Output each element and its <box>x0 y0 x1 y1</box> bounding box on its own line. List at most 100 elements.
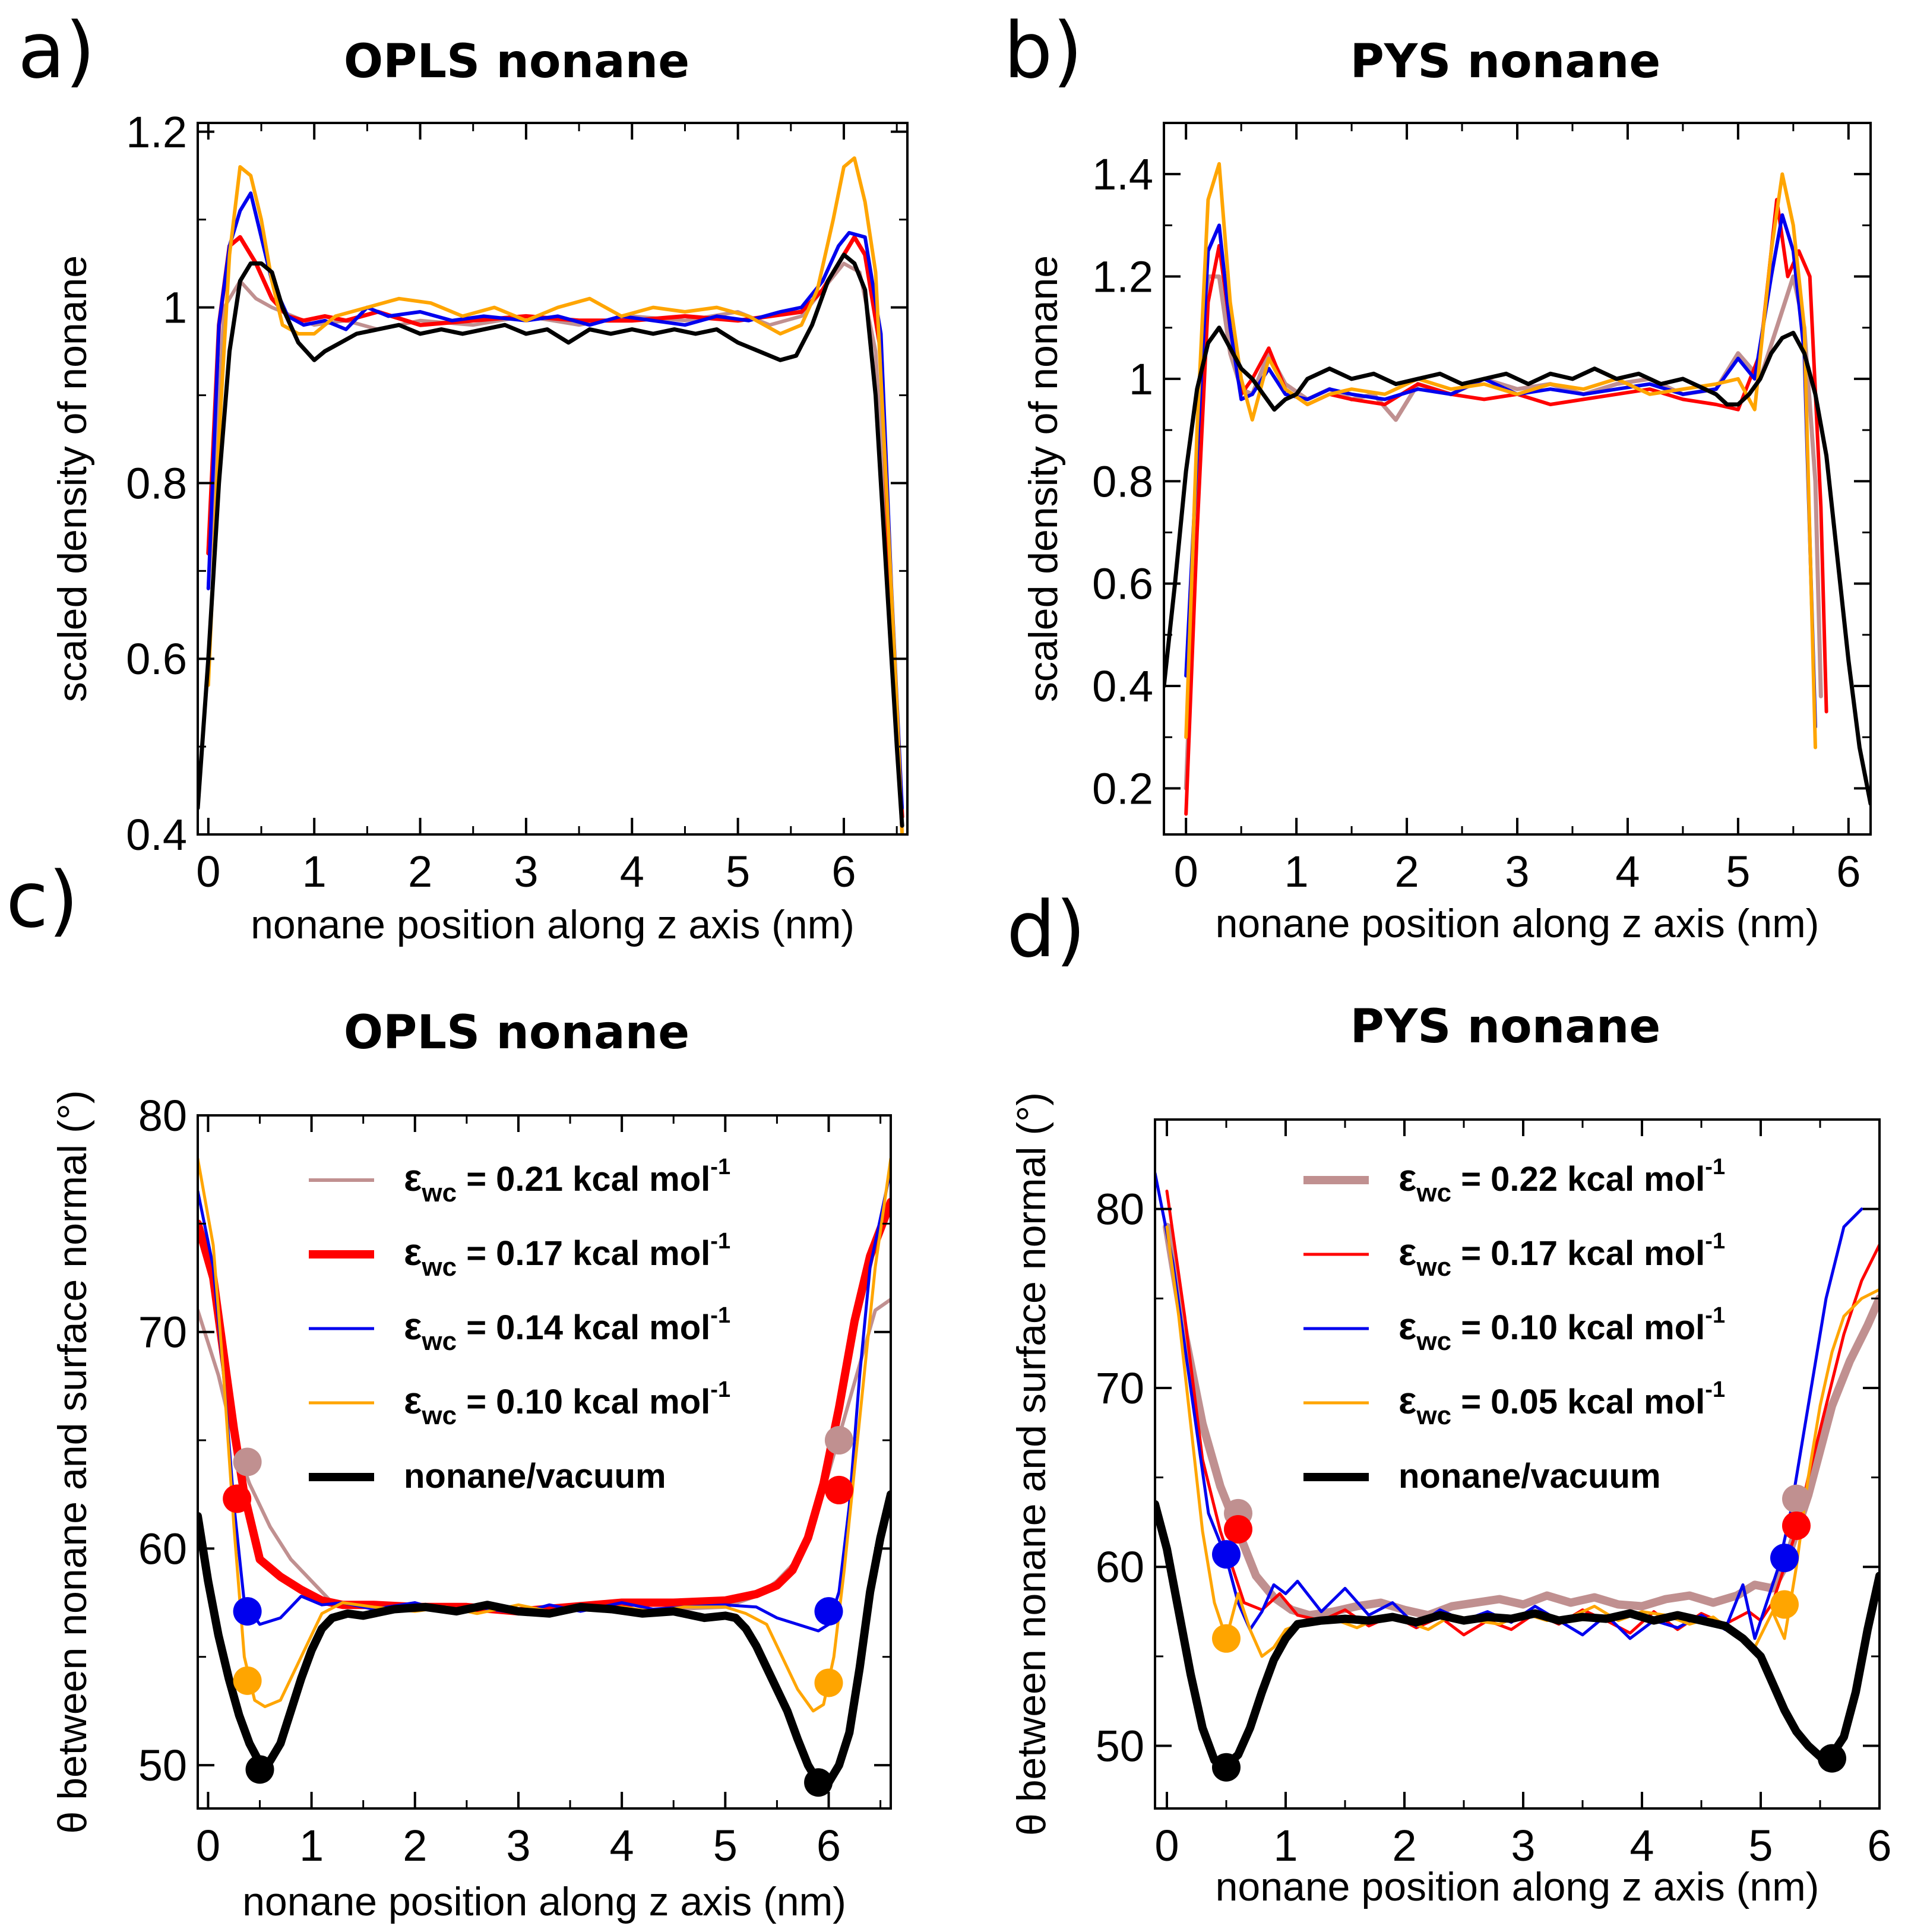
x-tick-label: 5 <box>1726 847 1750 896</box>
legend-label: εwc = 0.17 kcal mol-1 <box>1398 1229 1725 1282</box>
plot-frame <box>1154 1118 1881 1810</box>
legend-sub: wc <box>421 1178 457 1207</box>
legend-label: εwc = 0.21 kcal mol-1 <box>404 1155 730 1207</box>
data-point-marker <box>223 1484 252 1513</box>
x-tick-label: 0 <box>1174 847 1198 896</box>
legend-eps: ε <box>404 1379 422 1422</box>
data-point-marker <box>804 1768 833 1797</box>
legend-sup: -1 <box>1705 1303 1725 1328</box>
legend-sup: -1 <box>1705 1377 1725 1402</box>
x-tick-label: 2 <box>1392 1821 1416 1870</box>
legend-text: = 0.17 kcal mol <box>457 1234 710 1273</box>
plot-area <box>198 156 904 834</box>
panel-letter: c) <box>6 855 78 945</box>
legend-sup: -1 <box>710 1377 730 1402</box>
legend-sub: wc <box>421 1401 457 1430</box>
x-axis-label: nonane position along z axis (nm) <box>242 1879 846 1924</box>
legend-eps: ε <box>1398 1305 1416 1348</box>
x-tick-label: 3 <box>1511 1821 1535 1870</box>
y-tick-label: 50 <box>1096 1722 1144 1771</box>
y-tick-label: 0.8 <box>1092 457 1153 506</box>
legend-text: = 0.21 kcal mol <box>457 1160 710 1199</box>
y-axis-label: scaled density of nonane <box>1021 255 1066 702</box>
x-tick-label: 3 <box>1505 847 1529 896</box>
chart-b: b) PYS nonane 0 1 2 3 4 5 6 0.2 0.4 0.6 0.8 1 1.2 1.4 no… <box>1004 5 1872 946</box>
x-tick-label: 0 <box>1154 1821 1179 1870</box>
data-point-marker <box>814 1597 843 1626</box>
y-tick-label: 1 <box>163 283 187 333</box>
legend-label: nonane/vacuum <box>404 1457 666 1495</box>
x-tick-label: 6 <box>1867 1821 1891 1870</box>
legend-label: nonane/vacuum <box>1398 1457 1661 1495</box>
legend-eps: ε <box>404 1156 422 1199</box>
legend-sub: wc <box>1416 1178 1451 1207</box>
series-line-pink <box>206 261 904 834</box>
legend-text: = 0.10 kcal mol <box>457 1383 710 1421</box>
data-point-marker <box>233 1597 262 1626</box>
data-point-marker <box>1782 1511 1811 1540</box>
data-point-marker <box>824 1475 853 1504</box>
y-tick-label: 0.4 <box>1092 662 1153 711</box>
y-tick-label: 1.2 <box>126 107 187 157</box>
x-tick-label: 4 <box>1629 1821 1654 1870</box>
x-tick-label: 4 <box>610 1821 634 1870</box>
y-tick-label: 50 <box>138 1741 187 1790</box>
x-tick-label: 4 <box>620 847 644 896</box>
panel-letter: b) <box>1004 5 1083 96</box>
legend-label: εwc = 0.05 kcal mol-1 <box>1398 1377 1725 1430</box>
series-line-red <box>206 235 904 819</box>
panel-letter: d) <box>1007 884 1086 975</box>
x-tick-label: 5 <box>713 1821 738 1870</box>
x-tick-label: 6 <box>817 1821 841 1870</box>
y-axis-label: scaled density of nonane <box>50 255 95 702</box>
x-tick-label: 1 <box>1273 1821 1298 1870</box>
data-point-marker <box>233 1447 262 1476</box>
series-line-black <box>1164 325 1871 806</box>
panel-letter: a) <box>18 5 95 96</box>
plot-area <box>1164 162 1871 816</box>
legend-text: = 0.17 kcal mol <box>1451 1234 1705 1273</box>
y-tick-label: 60 <box>1096 1542 1144 1592</box>
data-point-marker <box>1770 1590 1799 1619</box>
x-axis-label: nonane position along z axis (nm) <box>251 902 855 947</box>
legend-sup: -1 <box>1705 1229 1725 1254</box>
legend-sub: wc <box>421 1253 457 1282</box>
legend-sup: -1 <box>710 1229 730 1254</box>
x-tick-label: 1 <box>1284 847 1309 896</box>
legend-sub: wc <box>421 1327 457 1356</box>
y-tick-label: 0.6 <box>1092 559 1153 609</box>
legend-text: = 0.14 kcal mol <box>457 1308 710 1347</box>
x-tick-label: 2 <box>1394 847 1419 896</box>
chart-a: a) OPLS nonane 0 1 2 3 4 5 6 0.4 0.6 0.8 1 1.2 nonane … <box>18 5 909 947</box>
legend-sup: -1 <box>710 1155 730 1180</box>
data-point-marker <box>1782 1484 1811 1513</box>
data-point-marker <box>1212 1540 1241 1569</box>
data-point-marker <box>1224 1514 1252 1544</box>
legend-label: εwc = 0.10 kcal mol-1 <box>1398 1303 1725 1356</box>
data-point-marker <box>1818 1744 1846 1773</box>
legend-eps: ε <box>1398 1231 1416 1273</box>
y-tick-label: 80 <box>138 1091 187 1140</box>
x-tick-label: 4 <box>1615 847 1640 896</box>
data-point-marker <box>1770 1544 1799 1573</box>
chart-title: OPLS nonane <box>344 1006 689 1060</box>
y-tick-label: 1.2 <box>1092 252 1153 302</box>
legend-sub: wc <box>1416 1327 1451 1356</box>
series-line-black <box>198 252 904 828</box>
x-tick-label: 5 <box>726 847 750 896</box>
x-tick-label: 6 <box>1836 847 1860 896</box>
legend-label: εwc = 0.14 kcal mol-1 <box>404 1303 730 1356</box>
legend-eps: ε <box>404 1231 422 1273</box>
y-tick-label: 1.4 <box>1092 150 1153 199</box>
legend-text: nonane/vacuum <box>1398 1457 1661 1495</box>
data-point-marker <box>1212 1753 1241 1782</box>
legend-sub: wc <box>1416 1401 1451 1430</box>
x-tick-label: 6 <box>831 847 856 896</box>
y-tick-label: 1 <box>1129 355 1153 404</box>
y-tick-label: 60 <box>138 1524 187 1573</box>
series-line-orange <box>206 156 904 834</box>
x-tick-label: 2 <box>403 1821 427 1870</box>
